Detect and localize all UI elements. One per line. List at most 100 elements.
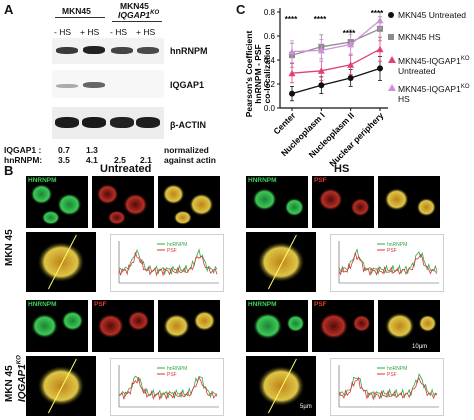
profile-legend-green: hnRNPM: [387, 366, 407, 372]
data-point: [376, 45, 384, 53]
lane-2-label: + HS: [80, 27, 100, 37]
group-ko-gene: IQGAP1: [118, 10, 151, 20]
legend-item: MKN45 HS: [388, 32, 474, 54]
sig-3: ****: [343, 29, 356, 38]
quant-hnrnpm-3: 2.5: [114, 155, 126, 165]
channel-label: HNRNPM: [248, 177, 277, 184]
ylabel-line1: Pearson's Coefficient: [244, 31, 254, 118]
channel-label: HNRNPM: [28, 301, 57, 308]
cell: [127, 310, 150, 332]
y-tick-label: 0.4: [264, 56, 276, 65]
legend-label-4a: MKN45-IQGAP1: [398, 83, 461, 94]
data-point: [347, 40, 355, 48]
cell: [37, 241, 85, 283]
panel-c-letter: C: [236, 2, 246, 17]
ylabel-line2: hnRNPM - PSF: [253, 44, 263, 104]
legend-triangle-icon: [388, 84, 396, 91]
panel-a-letter: A: [4, 2, 14, 17]
sig-1: ****: [285, 15, 298, 24]
cell: [350, 197, 371, 217]
cell: [416, 197, 437, 217]
legend-label-3: MKN45-IQGAP1KO Untreated: [398, 54, 470, 76]
profile-line: [267, 234, 297, 290]
cell: [30, 313, 59, 339]
cell: [257, 241, 305, 283]
microscopy-image: [378, 300, 440, 352]
band: [55, 117, 79, 128]
blot-label-actin: β-ACTIN: [170, 120, 206, 130]
data-point: [318, 82, 325, 89]
profile-line: [47, 234, 77, 290]
microscopy-image: HNRNPM: [26, 176, 88, 228]
quant-hnrnpm-label: hnRNPM:: [4, 155, 43, 165]
x-tick-label: Center: [271, 110, 298, 137]
microscopy-image: [246, 232, 316, 292]
y-tick-label: 0.2: [264, 80, 276, 89]
profile-legend-green: hnRNPM: [387, 242, 407, 248]
blot-hnrnpm: [52, 38, 164, 64]
microscopy-image: HNRNPM: [246, 300, 308, 352]
intensity-profile-plot: hnRNPM PSF: [330, 358, 444, 416]
quant-hnrnpm-1: 3.5: [58, 155, 70, 165]
microscopy-image: [158, 176, 220, 228]
group-mkn45-label: MKN45: [62, 6, 91, 16]
microscopy-image: [92, 176, 154, 228]
cell: [418, 314, 437, 333]
data-point: [289, 90, 295, 97]
channel-label: HNRNPM: [248, 301, 277, 308]
data-point: [288, 69, 296, 77]
lane-3-label: - HS: [110, 27, 127, 37]
channel-label-psf: PSF: [94, 301, 107, 308]
microscopy-image: PSF: [312, 176, 374, 228]
profile-red-trace: [118, 376, 218, 401]
cell: [162, 183, 185, 205]
cell: [123, 193, 148, 217]
ylabel-line3: co-localization: [262, 44, 272, 103]
cell: [252, 187, 277, 211]
cell: [96, 183, 119, 205]
profile-legend-green: hnRNPM: [167, 242, 187, 248]
hs-title: HS: [334, 163, 350, 175]
microscopy-image: [246, 356, 316, 416]
group-ko-label-line1: MKN45: [120, 1, 149, 11]
cell: [384, 187, 409, 211]
profile-legend-red: PSF: [387, 372, 397, 378]
legend-item: MKN45-IQGAP1KO Untreated: [388, 54, 474, 80]
microscopy-image: HNRNPM: [26, 300, 88, 352]
scalebar-label-5um: 5µm: [300, 404, 312, 410]
legend-sup-3: KO: [460, 56, 470, 62]
profile-green-trace: [118, 248, 218, 276]
legend-triangle-icon: [388, 56, 396, 63]
data-point: [288, 48, 296, 55]
panel-b-letter: B: [4, 163, 14, 178]
cell: [41, 210, 61, 225]
profile-line: [47, 358, 77, 414]
cell: [384, 312, 415, 340]
band: [56, 47, 78, 54]
data-point: [347, 61, 355, 68]
series-line: [291, 48, 381, 74]
chart-ylabel: Pearson's Coefficient hnRNPM - PSF co-lo…: [244, 31, 272, 118]
quant-note-2: against actin: [164, 155, 216, 165]
legend-item: MKN45 Untreated: [388, 10, 474, 24]
chart-marks: [288, 11, 384, 102]
cell: [257, 365, 305, 407]
cell: [57, 193, 82, 217]
sig-2: ****: [314, 15, 327, 24]
channel-label: PSF: [314, 301, 327, 308]
lane-4-label: + HS: [136, 27, 156, 37]
group-ko-sup: KO: [150, 10, 160, 17]
profile-red-trace: [338, 376, 438, 401]
quant-hnrnpm-4: 2.1: [140, 155, 152, 165]
blot-actin: [52, 107, 164, 139]
profile-legend-red: PSF: [167, 372, 177, 378]
profile-legend-red: PSF: [387, 248, 397, 254]
cell: [286, 314, 305, 333]
band: [83, 46, 105, 54]
data-point: [377, 65, 383, 72]
row2-label: MKN 45 IQGAP1KO: [4, 355, 28, 402]
microscopy-image: [378, 176, 440, 228]
band: [83, 82, 105, 88]
microscopy-image: [158, 300, 220, 352]
